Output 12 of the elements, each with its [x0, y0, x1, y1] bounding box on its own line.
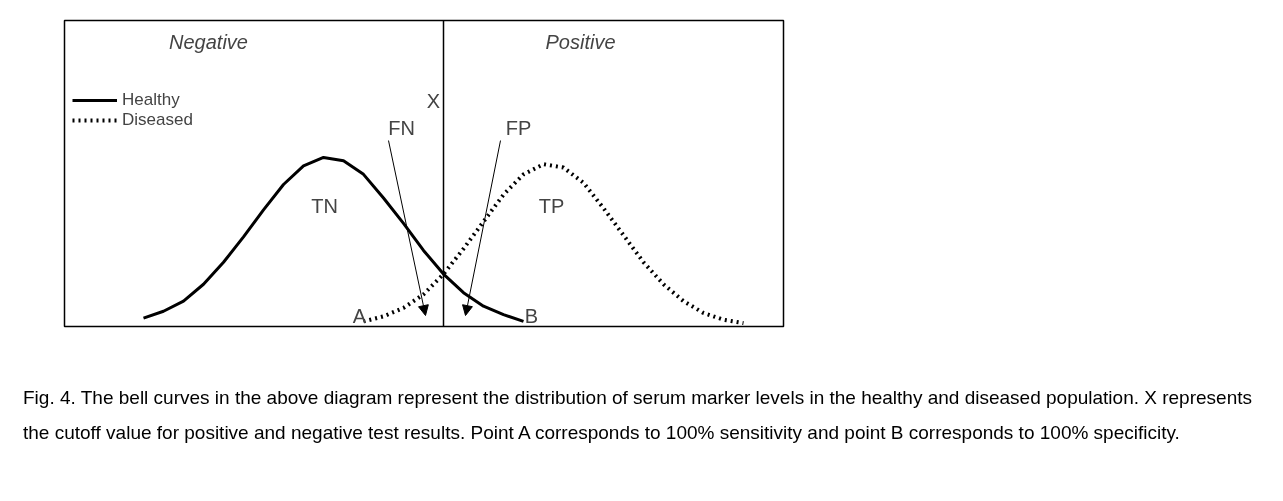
text: FP — [505, 116, 532, 139]
text: Negative — [169, 30, 248, 53]
annotation: A — [352, 304, 367, 327]
annotation: TN — [311, 194, 338, 217]
legend-label: Healthy — [122, 90, 180, 110]
text: FN — [388, 116, 415, 139]
text: X — [426, 89, 441, 112]
annotation: TP — [538, 194, 565, 217]
caption: Fig. 4. The bell curves in the above diagram represent the distribution of serum marker levels in the healthy and diseased population. X represents the cutoff value for positive and negative test results. Point A corresponds to 100% sensitivity and point B corresponds to 100% specificity. — [23, 386, 1253, 445]
text: Positive — [545, 30, 616, 53]
legend-label: Diseased — [122, 110, 193, 130]
annotation: B — [524, 304, 539, 327]
